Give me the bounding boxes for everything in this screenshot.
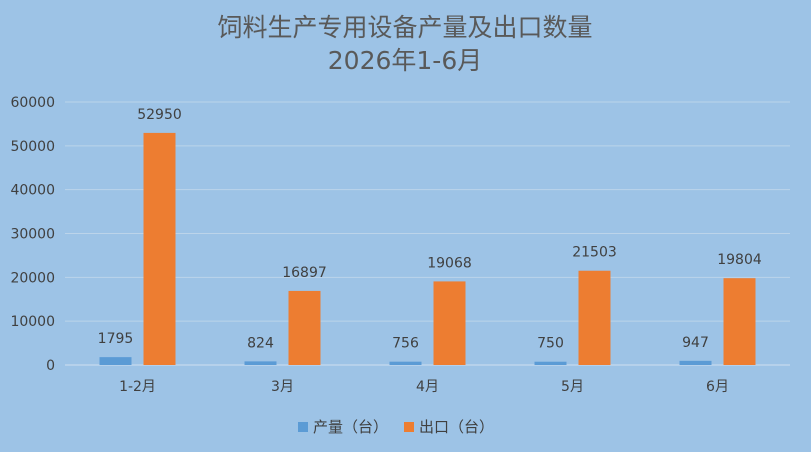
bar-export-5	[723, 278, 756, 365]
bars	[99, 132, 756, 365]
y-axis-ticks: 0 10000 20000 30000 40000 50000 60000	[10, 95, 55, 374]
data-label-export: 16897	[282, 265, 327, 281]
data-label-production: 1795	[98, 331, 134, 347]
y-tick-label: 20000	[10, 270, 55, 286]
y-tick-label: 40000	[10, 183, 55, 199]
bar-production-2	[244, 361, 277, 365]
y-tick-label: 30000	[10, 227, 55, 243]
data-label-export: 19068	[427, 255, 472, 271]
bar-production-3	[389, 361, 422, 365]
data-label-export: 19804	[717, 252, 762, 268]
data-label-production: 947	[682, 335, 709, 351]
data-label-production: 824	[247, 335, 274, 351]
bar-export-2	[288, 290, 321, 365]
data-label-production: 750	[537, 336, 564, 352]
y-tick-label: 10000	[10, 314, 55, 330]
x-tick-label: 4月	[416, 379, 439, 395]
y-tick-label: 50000	[10, 139, 55, 155]
data-label-production: 756	[392, 336, 419, 352]
bar-production-1	[99, 357, 132, 365]
gridlines	[65, 101, 790, 366]
bar-export-3	[433, 281, 466, 365]
x-tick-label: 5月	[561, 379, 584, 395]
y-tick-label: 0	[46, 358, 55, 374]
bar-production-4	[534, 361, 567, 365]
legend-label-production: 产量（台）	[313, 418, 388, 436]
data-label-export: 52950	[137, 107, 182, 123]
bar-production-5	[679, 360, 712, 365]
chart-subtitle: 2026年1-6月	[328, 46, 482, 75]
x-tick-label: 6月	[706, 379, 729, 395]
x-tick-label: 1-2月	[119, 379, 156, 395]
legend-swatch-production	[298, 422, 308, 432]
x-axis-ticks: 1-2月 3月 4月 5月 6月	[119, 379, 729, 395]
legend: 产量（台） 出口（台）	[298, 418, 494, 436]
bar-export-4	[578, 270, 611, 365]
legend-swatch-export	[404, 422, 414, 432]
chart-title: 饲料生产专用设备产量及出口数量	[217, 13, 592, 42]
bar-export-1	[143, 132, 176, 365]
x-tick-label: 3月	[271, 379, 294, 395]
data-labels: 1795 52950 824 16897 756 19068 750 21503 947 1980…	[98, 107, 762, 352]
legend-label-export: 出口（台）	[419, 418, 494, 436]
data-label-export: 21503	[572, 245, 617, 261]
y-tick-label: 60000	[10, 95, 55, 111]
